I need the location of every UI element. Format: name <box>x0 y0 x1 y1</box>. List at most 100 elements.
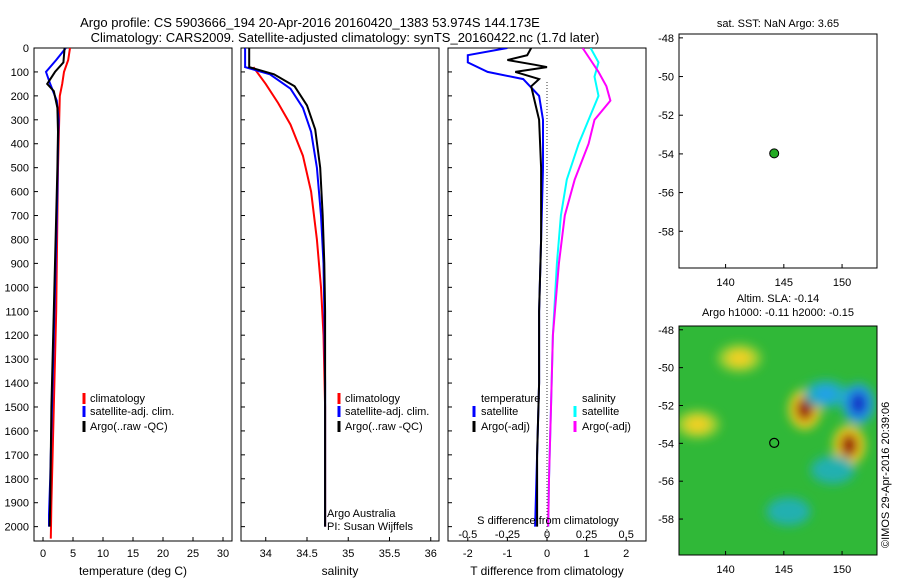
x-tick-label: -1 <box>503 548 513 560</box>
depth-tick-label: 1200 <box>5 330 29 342</box>
depth-tick-label: 1900 <box>5 498 29 510</box>
depth-tick-label: 1600 <box>5 426 29 438</box>
series-line-temperature-argo-adj- <box>507 48 548 527</box>
figure-title-line1: Argo profile: CS 5903666_194 20-Apr-2016… <box>80 15 540 30</box>
map-x-tick-label: 145 <box>775 277 793 289</box>
map-x-tick-label: 140 <box>716 564 734 576</box>
depth-tick-label: 0 <box>23 43 29 55</box>
t-difference-axis-label: T difference from climatology <box>470 564 624 578</box>
map-x-tick-label: 140 <box>716 277 734 289</box>
map-y-tick-label: -48 <box>658 33 674 45</box>
depth-tick-label: 100 <box>11 67 29 79</box>
sla-feature <box>685 416 710 433</box>
depth-tick-label: 1700 <box>5 450 29 462</box>
sla-feature <box>813 386 838 403</box>
legend-salinity-heading: salinity <box>582 393 616 405</box>
x-tick-label: 0 <box>40 548 46 560</box>
map-y-tick-label: -48 <box>658 325 674 337</box>
sla-heatmap <box>679 326 877 555</box>
difference-legend: temperature satellite Argo(-adj) salinit… <box>472 393 631 433</box>
x-tick-label: 2 <box>623 548 629 560</box>
legend-climatology-label: climatology <box>90 393 146 405</box>
map-y-tick-label: -52 <box>658 110 674 122</box>
x-tick-label: 5 <box>70 548 76 560</box>
difference-series <box>466 48 612 527</box>
depth-tick-label: 300 <box>11 115 29 127</box>
map-x-tick-label: 150 <box>833 564 851 576</box>
x-tick-label: 34 <box>260 548 272 560</box>
depth-tick-label: 200 <box>11 91 29 103</box>
map-y-tick-label: -58 <box>658 514 674 526</box>
x-tick-label: 15 <box>127 548 139 560</box>
legend-argo-label: Argo(..raw -QC) <box>345 421 423 433</box>
map-y-tick-label: -54 <box>658 149 674 161</box>
legend-temperature-heading: temperature <box>481 393 540 405</box>
depth-tick-label: 900 <box>11 258 29 270</box>
s-difference-axis-label: S difference from climatology <box>477 515 619 527</box>
s-tick-label: -0.5 <box>458 529 477 541</box>
x-tick-label: 35 <box>342 548 354 560</box>
x-tick-label: 10 <box>97 548 109 560</box>
map-y-tick-label: -50 <box>658 72 674 84</box>
depth-tick-label: 1500 <box>5 402 29 414</box>
map-y-tick-label: -56 <box>658 476 674 488</box>
series-line-salinity-argo-adj- <box>547 48 612 527</box>
map-y-tick-label: -50 <box>658 363 674 375</box>
temperature-axis-label: temperature (deg C) <box>79 564 187 578</box>
depth-tick-label: 1100 <box>5 306 29 318</box>
x-tick-label: 1 <box>584 548 590 560</box>
s-tick-label: -0.25 <box>495 529 520 541</box>
series-line-satellite-adj-clim- <box>244 48 327 527</box>
depth-tick-label: 2000 <box>5 522 29 534</box>
legend-satellite-label: satellite-adj. clim. <box>345 406 429 418</box>
salinity-legend: climatology satellite-adj. clim. Argo(..… <box>337 393 429 433</box>
sla-feature <box>840 433 859 458</box>
temperature-series <box>44 48 71 539</box>
series-line-satellite-adj-clim- <box>44 48 67 527</box>
sla-features <box>679 344 875 526</box>
legend-climatology-label: climatology <box>345 393 401 405</box>
salinity-plot-frame <box>240 47 440 542</box>
depth-tick-label: 500 <box>11 163 29 175</box>
sla-map-title-line2: Argo h1000: -0.11 h2000: -0.15 <box>702 307 854 319</box>
x-tick-label: 34.5 <box>296 548 317 560</box>
depth-tick-label: 700 <box>11 211 29 223</box>
map-x-tick-label: 145 <box>775 564 793 576</box>
legend-satellite-label: satellite-adj. clim. <box>90 406 174 418</box>
sla-feature <box>849 391 868 416</box>
legend-t-satellite-label: satellite <box>481 406 518 418</box>
sla-map-title-line1: Altim. SLA: -0.14 <box>737 293 820 305</box>
map-y-tick-label: -52 <box>658 400 674 412</box>
sla-map-layer: 140 145 150 -58 -56 -54 -52 -50 -48 <box>658 325 851 576</box>
depth-tick-label: 1800 <box>5 474 29 486</box>
sla-feature <box>820 461 845 478</box>
depth-tick-label: 1400 <box>5 378 29 390</box>
series-line-argo-raw-qc- <box>45 48 66 527</box>
x-tick-label: 35.5 <box>379 548 400 560</box>
legend-argo-label: Argo(..raw -QC) <box>90 421 168 433</box>
depth-tick-label: 1300 <box>5 354 29 366</box>
salinity-axis-label: salinity <box>322 564 359 578</box>
sst-map-title: sat. SST: NaN Argo: 3.65 <box>717 18 839 30</box>
x-tick-label: 25 <box>187 548 199 560</box>
series-line-argo-raw-qc- <box>248 48 327 527</box>
legend-s-satellite-label: satellite <box>582 406 619 418</box>
x-tick-label: 0 <box>544 548 550 560</box>
temperature-plot-frame <box>33 47 233 542</box>
depth-tick-label: 600 <box>11 187 29 199</box>
legend-s-argo-label: Argo(-adj) <box>582 421 631 433</box>
legend-t-argo-label: Argo(-adj) <box>481 421 530 433</box>
sla-feature <box>727 350 752 367</box>
sst-map-layer: 140 145 150 -58 -56 -54 -52 -50 -48 <box>658 33 851 289</box>
depth-axis: 0 100 200 300 400 500 600 700 800 900 1000 1100 1200… <box>5 43 29 534</box>
sla-feature <box>776 503 801 520</box>
x-tick-label: -2 <box>463 548 473 560</box>
panel-axes: 0 5 10 15 20 25 30 34 34.5 35 35.5 36 -2 -1 0 1 2 -0.5 -0.… <box>34 47 634 560</box>
pi-label: PI: Susan Wijffels <box>327 521 413 533</box>
sla-map-frame <box>678 325 878 556</box>
salinity-series <box>244 48 327 527</box>
institution-label: Argo Australia <box>327 508 396 520</box>
x-tick-label: 20 <box>157 548 169 560</box>
series-line-salinity-satellite <box>547 48 600 527</box>
